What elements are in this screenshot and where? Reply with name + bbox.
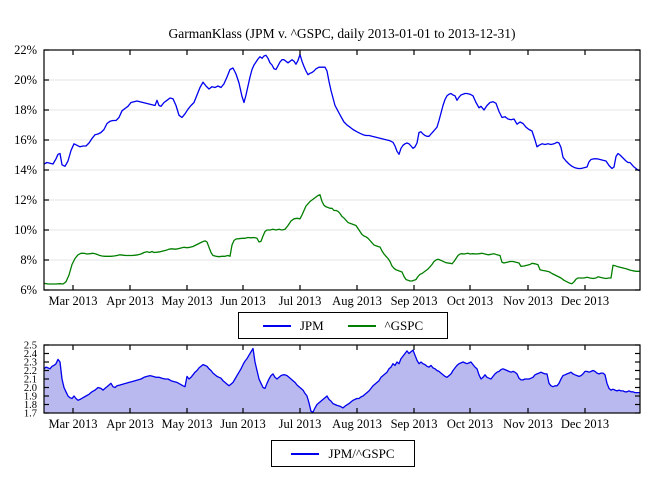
ratio-panel-x-tick-label: Nov 2013	[503, 417, 553, 431]
volatility-panel-y-tick-label: 18%	[14, 103, 37, 117]
volatility-panel-x-tick-label: Jun 2013	[220, 294, 266, 308]
ratio-panel-x-tick-label: Apr 2013	[106, 417, 154, 431]
legend-label-jpm: JPM	[299, 317, 324, 333]
gspc-line-swatch	[347, 324, 376, 327]
legend-top: JPM ^GSPC	[238, 312, 448, 339]
volatility-panel-x-tick-label: Apr 2013	[106, 294, 154, 308]
gspc-line	[43, 194, 640, 285]
ratio-panel-x-tick-label: Jun 2013	[220, 417, 266, 431]
legend-label-gspc: ^GSPC	[384, 317, 424, 333]
jpm-gspc-area	[44, 348, 640, 413]
volatility-panel-x-tick-label: Nov 2013	[503, 294, 553, 308]
ratio-panel-x-tick-label: Aug 2013	[332, 417, 382, 431]
ratio-panel-y-tick-label: 2.2	[24, 366, 37, 377]
legend-entry-ratio: JPM/^GSPC	[291, 445, 395, 462]
ratio-panel-x-tick-label: Dec 2013	[561, 417, 609, 431]
volatility-panel-y-tick-label: 8%	[20, 253, 37, 267]
ratio-panel-x-tick-label: Mar 2013	[49, 417, 98, 431]
volatility-panel-x-tick-label: May 2013	[161, 294, 212, 308]
volatility-panel-x-tick-label: Jul 2013	[279, 294, 322, 308]
ratio-panel-y-tick-label: 1.8	[24, 400, 37, 411]
ratio-panel-y-tick-label: 2.4	[24, 349, 38, 360]
ratio-panel-y-tick-label: 2.3	[24, 358, 37, 369]
ratio-line-swatch	[291, 452, 320, 455]
jpm-line-swatch	[262, 324, 291, 327]
volatility-panel-y-tick-label: 14%	[14, 163, 37, 177]
ratio-panel-y-tick-label: 2.5	[24, 341, 37, 352]
ratio-panel-y-tick-label: 2.0	[24, 383, 37, 394]
legend-entry-gspc: ^GSPC	[347, 317, 424, 334]
chart-title: GarmanKlass (JPM v. ^GSPC, daily 2013-01…	[168, 26, 516, 41]
volatility-panel-x-tick-label: Sep 2013	[391, 294, 438, 308]
volatility-panel-y-tick-label: 16%	[14, 133, 37, 147]
jpm-gspc-line	[43, 347, 640, 413]
volatility-panel-x-tick-label: Oct 2013	[447, 294, 493, 308]
volatility-panel-x-tick-label: Mar 2013	[49, 294, 98, 308]
ratio-panel-y-tick-label: 2.1	[24, 375, 37, 386]
legend-entry-jpm: JPM	[262, 317, 324, 334]
ratio-panel-x-tick-label: Oct 2013	[447, 417, 493, 431]
volatility-panel-y-tick-label: 20%	[14, 73, 37, 87]
volatility-panel-y-tick-label: 10%	[14, 223, 37, 237]
ratio-panel-y-tick-label: 1.9	[24, 392, 37, 403]
ratio-panel-y-tick-label: 1.7	[24, 409, 37, 420]
volatility-panel-y-tick-label: 6%	[20, 283, 37, 297]
ratio-panel-x-tick-label: Sep 2013	[391, 417, 438, 431]
jpm-line	[43, 53, 641, 172]
volatility-panel-x-tick-label: Dec 2013	[561, 294, 609, 308]
volatility-panel-y-tick-label: 22%	[14, 43, 37, 57]
volatility-panel-x-tick-label: Aug 2013	[332, 294, 382, 308]
volatility-panel-y-tick-label: 12%	[14, 193, 37, 207]
ratio-panel-x-tick-label: May 2013	[161, 417, 212, 431]
legend-label-ratio: JPM/^GSPC	[328, 445, 395, 461]
ratio-panel-x-tick-label: Jul 2013	[279, 417, 322, 431]
legend-bottom: JPM/^GSPC	[271, 440, 415, 467]
